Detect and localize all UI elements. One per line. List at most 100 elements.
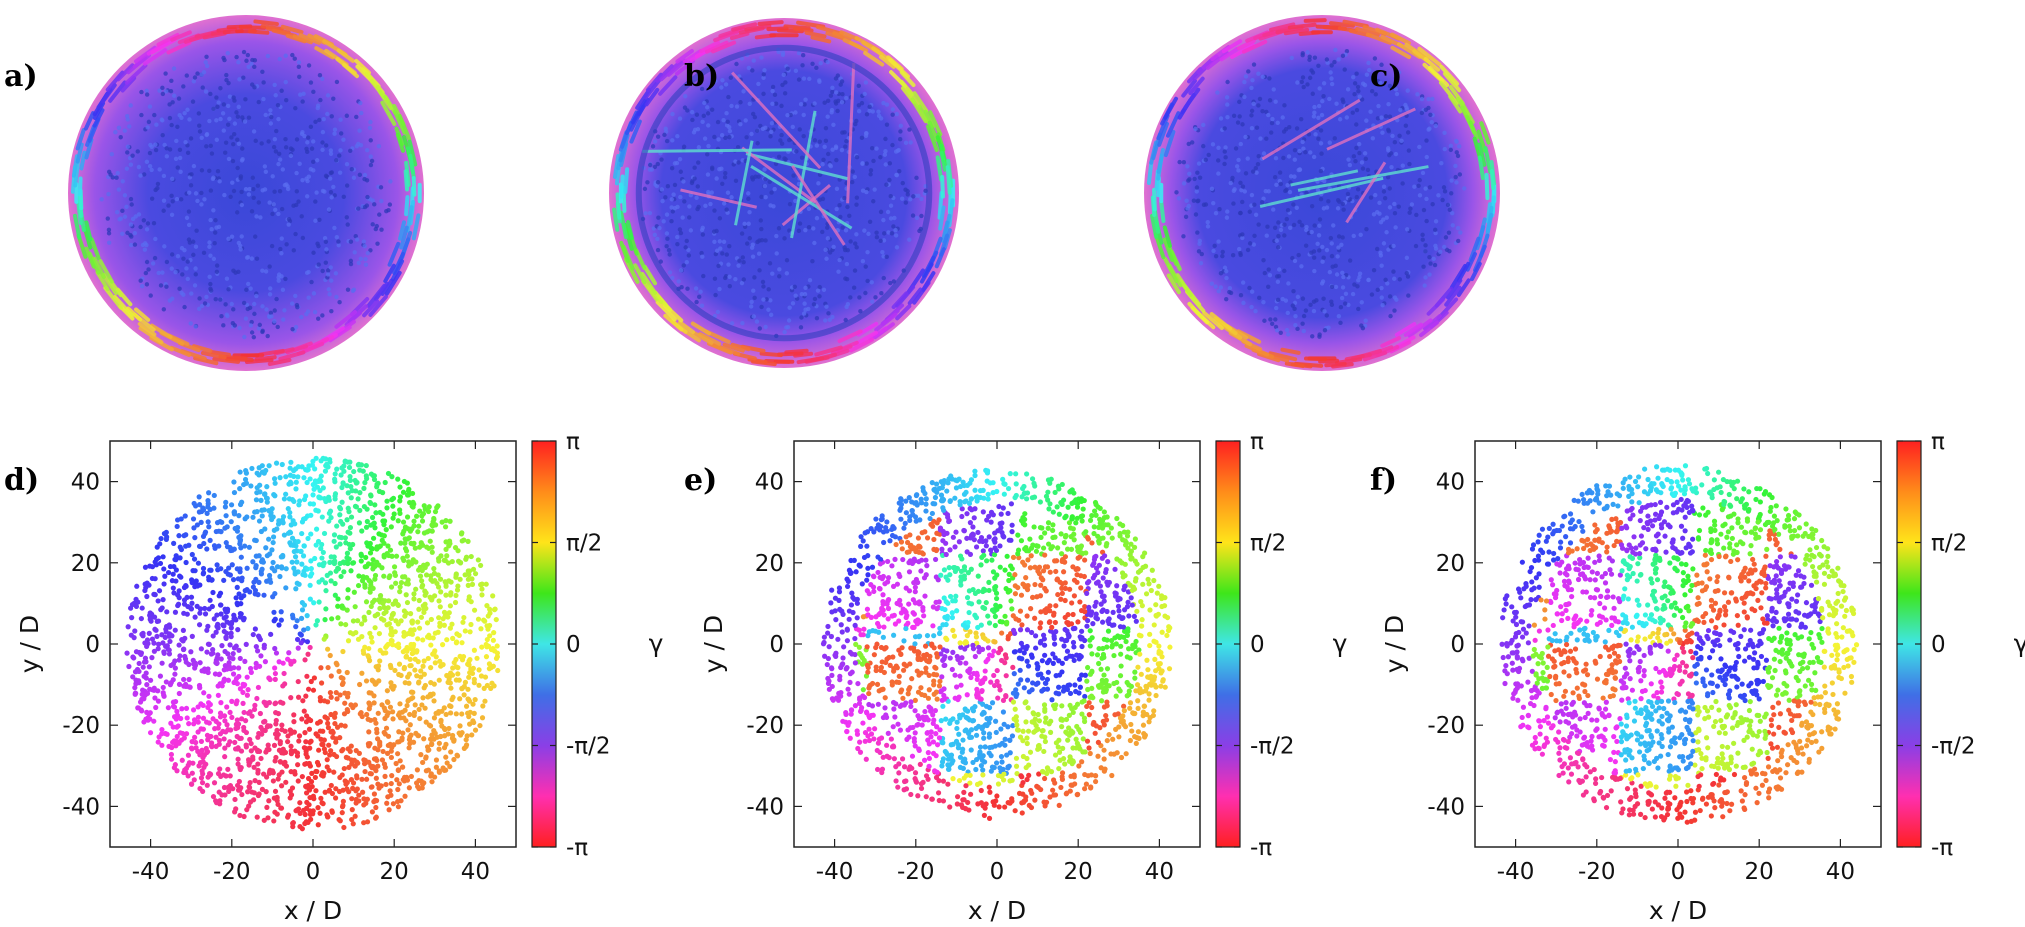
data-point xyxy=(854,728,860,734)
data-point xyxy=(922,490,928,497)
data-point xyxy=(407,611,414,617)
data-point xyxy=(1150,712,1156,719)
data-point xyxy=(1607,653,1613,660)
data-point xyxy=(293,586,299,592)
data-point xyxy=(277,573,283,580)
data-point xyxy=(1075,791,1081,797)
data-point xyxy=(325,725,332,731)
data-point xyxy=(301,568,307,574)
data-point xyxy=(959,513,965,520)
data-point xyxy=(176,642,182,648)
data-point xyxy=(449,621,455,627)
data-point xyxy=(159,731,165,737)
data-point xyxy=(453,574,459,580)
data-point xyxy=(337,818,343,824)
data-point xyxy=(387,573,393,579)
data-point xyxy=(321,496,328,502)
data-point xyxy=(132,628,138,634)
data-point xyxy=(417,573,424,579)
data-point xyxy=(237,735,243,741)
data-point xyxy=(389,642,396,648)
data-point xyxy=(332,558,338,564)
colorbar: ππ/20-π/2-πγ xyxy=(1215,429,1348,861)
data-point xyxy=(357,507,363,514)
data-point xyxy=(1132,675,1138,681)
data-point xyxy=(351,468,357,475)
data-point xyxy=(893,778,899,784)
data-point xyxy=(362,644,368,650)
data-point xyxy=(155,646,161,652)
data-point xyxy=(931,487,938,493)
data-point xyxy=(923,501,929,507)
data-point xyxy=(431,715,438,721)
data-point xyxy=(295,762,301,768)
data-point xyxy=(1078,636,1084,642)
data-point xyxy=(880,714,887,721)
data-point xyxy=(436,769,442,775)
data-point xyxy=(1809,739,1815,746)
data-point xyxy=(841,644,847,650)
data-point xyxy=(1551,550,1557,557)
data-point xyxy=(1166,624,1172,630)
data-point xyxy=(381,617,387,623)
data-point xyxy=(254,814,260,820)
data-point xyxy=(188,594,195,600)
data-point xyxy=(1600,695,1606,701)
data-point xyxy=(227,544,233,551)
data-point xyxy=(903,498,909,504)
data-point xyxy=(1076,726,1082,733)
data-point xyxy=(146,664,152,670)
data-point xyxy=(313,622,319,628)
data-point xyxy=(159,742,165,748)
data-point xyxy=(409,490,416,497)
data-point xyxy=(891,744,897,750)
data-point xyxy=(1026,762,1032,768)
data-point xyxy=(937,527,943,533)
data-point xyxy=(1147,607,1153,613)
data-point xyxy=(432,774,438,780)
data-point xyxy=(1123,751,1129,757)
data-point xyxy=(1084,678,1090,684)
data-point xyxy=(1151,577,1157,584)
data-point xyxy=(129,602,136,608)
data-point xyxy=(192,568,198,574)
data-point xyxy=(1011,671,1017,677)
data-point xyxy=(1021,685,1027,691)
data-point xyxy=(456,632,462,639)
data-point xyxy=(978,534,985,541)
data-point xyxy=(366,706,372,712)
data-point xyxy=(1096,660,1102,667)
data-point xyxy=(191,500,197,507)
data-point xyxy=(840,655,846,661)
data-point xyxy=(329,616,335,622)
data-point xyxy=(847,671,854,677)
data-point xyxy=(244,514,250,520)
data-point xyxy=(875,569,881,576)
data-point xyxy=(339,603,345,609)
data-point xyxy=(195,704,201,710)
data-point xyxy=(1038,786,1044,793)
data-point xyxy=(1037,640,1044,646)
data-point xyxy=(222,754,228,760)
data-point xyxy=(299,464,305,470)
data-point xyxy=(1082,693,1088,700)
data-point xyxy=(307,476,313,482)
data-point xyxy=(952,544,958,550)
data-point xyxy=(415,732,421,739)
data-point xyxy=(439,708,445,714)
data-point xyxy=(200,726,207,732)
data-point xyxy=(898,689,904,695)
data-point xyxy=(928,734,934,740)
data-point xyxy=(423,572,430,578)
data-point xyxy=(274,735,280,741)
data-point xyxy=(164,643,170,649)
data-point xyxy=(318,665,324,671)
data-point xyxy=(928,521,934,528)
data-point xyxy=(183,705,190,711)
data-point xyxy=(996,742,1003,748)
data-point xyxy=(935,790,942,796)
data-point xyxy=(1047,729,1054,735)
data-point xyxy=(341,824,347,831)
data-point xyxy=(1093,599,1099,605)
data-point xyxy=(404,553,410,559)
